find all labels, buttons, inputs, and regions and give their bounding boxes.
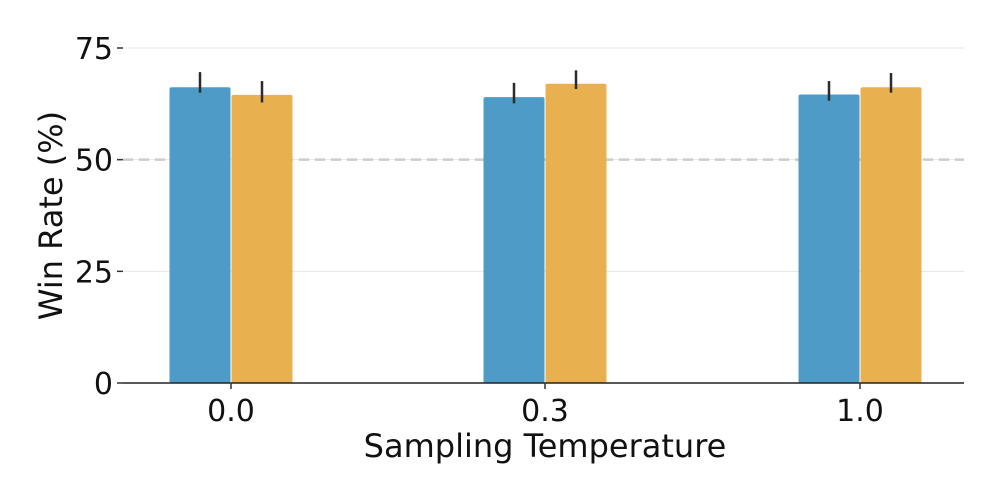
y-tick-label: 75	[75, 32, 113, 67]
x-tick-label: 0.3	[521, 394, 569, 429]
y-tick-label: 50	[75, 144, 113, 179]
x-tick-label: 1.0	[836, 394, 884, 429]
y-tick-label: 0	[94, 367, 113, 402]
y-ticks: 0 25 50 75	[75, 32, 123, 402]
bar-0.0-series-1	[169, 87, 231, 383]
bars-group	[169, 83, 922, 384]
y-tick-label: 25	[75, 255, 113, 290]
bar-0.3-series-1	[483, 97, 545, 383]
bar-1.0-series-1	[798, 94, 860, 383]
x-axis-title: Sampling Temperature	[364, 427, 727, 465]
x-ticks: 0.0 0.3 1.0	[207, 383, 884, 429]
y-axis-title: Win Rate (%)	[32, 111, 70, 320]
bar-1.0-series-2	[860, 87, 922, 383]
bar-0.3-series-2	[545, 83, 607, 383]
x-tick-label: 0.0	[207, 394, 255, 429]
bar-0.0-series-2	[231, 94, 293, 384]
error-bars-group	[198, 70, 893, 104]
